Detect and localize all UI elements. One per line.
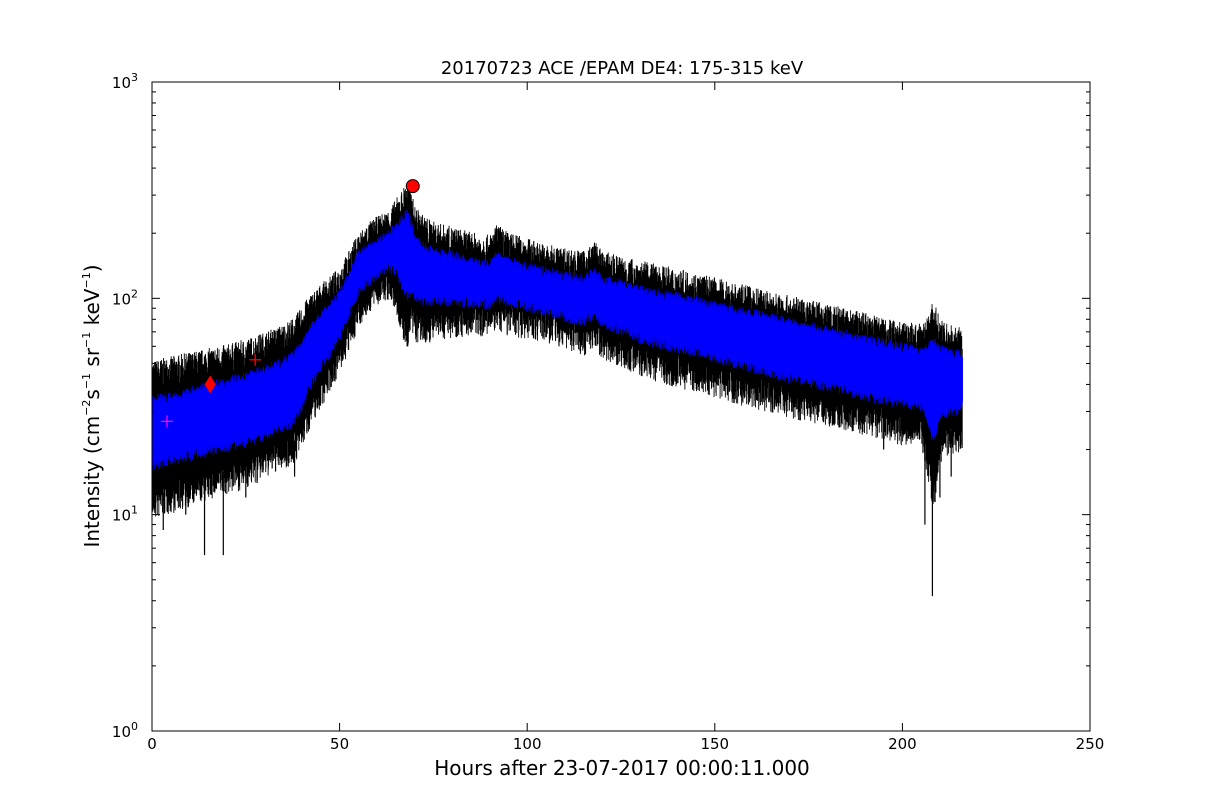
axes-frame xyxy=(151,81,1091,732)
y-axis-title-exp2: −1 xyxy=(80,373,93,389)
y-axis-title-suffix: ) xyxy=(80,264,104,272)
x-tick-label: 0 xyxy=(147,735,157,753)
y-axis-title-exp3: −1 xyxy=(80,332,93,348)
y-axis-title-s: s xyxy=(80,389,104,399)
x-tick-label: 50 xyxy=(330,735,349,753)
plot-area xyxy=(152,179,963,597)
y-axis-title-exp1: −2 xyxy=(80,400,93,416)
x-tick-label: 100 xyxy=(513,735,542,753)
y-axis-title: Intensity (cm−2s−1 sr−1 keV−1) xyxy=(80,264,104,547)
y-tick-label: 100 xyxy=(112,720,138,741)
x-tick-label: 250 xyxy=(1076,735,1105,753)
series-layer xyxy=(152,183,963,597)
plus-marker-0 xyxy=(161,415,174,428)
y-axis-title-kev: keV xyxy=(80,288,104,332)
x-axis: 0 50 100 150 200 250 xyxy=(147,82,1104,753)
series-intensity-band-edges xyxy=(152,209,963,471)
y-axis: 100 101 102 103 xyxy=(112,71,1090,741)
series-error-spikes xyxy=(162,318,952,597)
y-tick-label: 102 xyxy=(112,287,138,308)
x-tick-label: 150 xyxy=(700,735,729,753)
y-axis-title-sr: sr xyxy=(80,347,104,373)
y-tick-label: 103 xyxy=(112,71,138,92)
onset-diamond-marker xyxy=(204,375,216,394)
plus-marker-2 xyxy=(249,353,262,366)
chart-title: 20170723 ACE /EPAM DE4: 175-315 keV xyxy=(441,58,804,79)
x-axis-title: Hours after 23-07-2017 00:00:11.000 xyxy=(434,756,810,780)
y-axis-title-prefix: Intensity (cm xyxy=(80,416,104,548)
marker-layer xyxy=(161,179,420,428)
x-tick-label: 200 xyxy=(888,735,917,753)
peak-marker xyxy=(405,179,420,194)
y-axis-title-exp4: −1 xyxy=(80,272,93,288)
y-tick-label: 101 xyxy=(112,504,138,525)
